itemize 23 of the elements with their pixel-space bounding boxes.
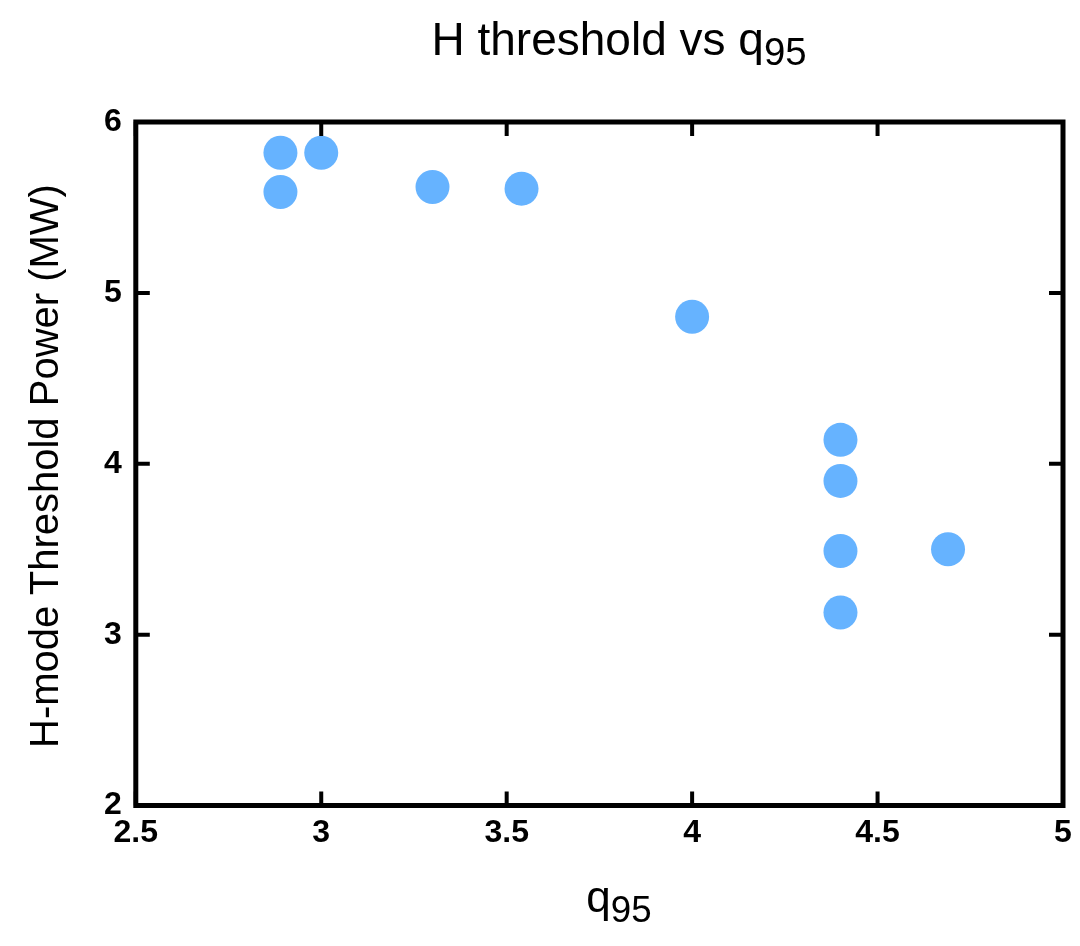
x-tick-label: 4.5 [855, 812, 900, 849]
point [263, 175, 298, 210]
point [823, 595, 858, 630]
point [931, 532, 966, 567]
x-tick-label: 3.5 [484, 812, 529, 849]
point [304, 135, 339, 170]
point [263, 135, 298, 170]
x-tick-label: 3 [312, 812, 331, 849]
chart-title: H threshold vs q$_{95}$ [430, 12, 808, 75]
y-tick-label: 5 [104, 272, 122, 309]
y-tick-label: 4 [104, 443, 122, 480]
point [823, 463, 858, 498]
point [415, 169, 450, 204]
point [823, 422, 858, 457]
y-axis-title: H-mode Threshold Power (MW) [21, 184, 67, 748]
y-tick-label: 6 [104, 101, 122, 138]
x-axis-title: q$_{95}$ [585, 872, 653, 931]
point [823, 533, 858, 568]
x-tick-label: 4 [683, 812, 702, 849]
point [675, 299, 710, 334]
point [504, 171, 539, 206]
x-tick-label: 5 [1054, 812, 1072, 849]
y-tick-label: 3 [104, 614, 122, 651]
